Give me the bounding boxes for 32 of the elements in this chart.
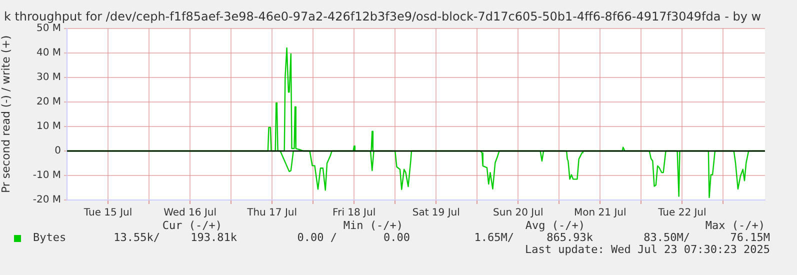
y-tick-label: 0 xyxy=(54,146,61,157)
text: 0.00 / xyxy=(297,231,337,244)
x-tick-label: Wed 16 Jul xyxy=(164,208,217,219)
x-tick-label: Fri 18 Jul xyxy=(332,208,376,219)
y-axis-title: Pr second read (-) / write (+) xyxy=(0,35,12,194)
y-tick-label: -20 M xyxy=(32,194,61,206)
text: 0.00 xyxy=(384,231,410,244)
text: 13.55k/ xyxy=(114,231,160,244)
x-tick-label: Tue 22 Jul xyxy=(657,208,706,219)
y-tick-label: -10 M xyxy=(32,170,61,182)
legend-label: Bytes xyxy=(33,231,66,244)
x-tick-label: Mon 21 Jul xyxy=(574,208,626,219)
x-tick-label: Sat 19 Jul xyxy=(412,208,460,219)
text: Last update: Wed Jul 23 07:30:23 2025 xyxy=(524,243,770,256)
y-tick-label: 10 M xyxy=(36,121,61,132)
text: Max (-/+) xyxy=(705,219,765,232)
text: 193.81k xyxy=(190,231,237,244)
text: 83.50M/ xyxy=(644,231,690,244)
text: 1.65M/ xyxy=(474,231,514,244)
text: 76.15M xyxy=(730,231,770,244)
text: Min (-/+) xyxy=(343,219,403,232)
y-tick-label: 40 M xyxy=(36,48,61,59)
x-tick-label: Sun 20 Jul xyxy=(493,208,544,219)
text: Avg (-/+) xyxy=(525,219,585,232)
text: 865.93k xyxy=(546,231,593,244)
text: Cur (-/+) xyxy=(162,219,222,232)
y-tick-label: 50 M xyxy=(36,22,61,34)
y-tick-label: 20 M xyxy=(36,96,61,108)
x-tick-label: Thu 17 Jul xyxy=(246,208,298,219)
x-tick-label: Tue 15 Jul xyxy=(82,208,132,219)
y-tick-label: 30 M xyxy=(36,72,61,84)
chart-title: k throughput for /dev/ceph-f1f85aef-3e98-46e0-97a2-426f12b3f3e9/osd-block-7d17c605-50b1-4ff6-8f66-4917f3049fda - by w xyxy=(4,9,762,24)
